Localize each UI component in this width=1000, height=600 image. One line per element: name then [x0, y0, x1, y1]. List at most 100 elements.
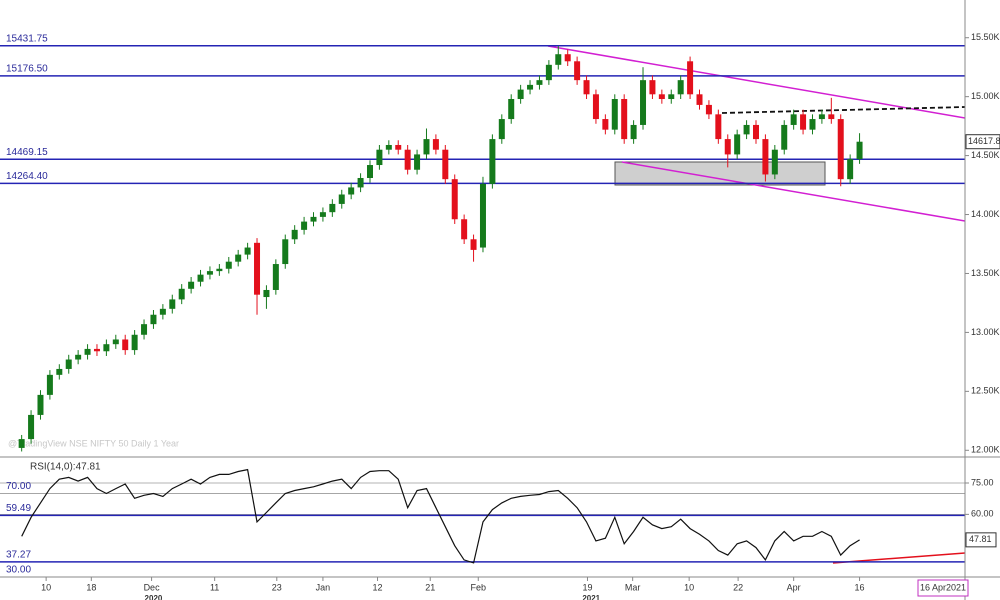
- candle-body: [715, 114, 722, 140]
- candle-body: [442, 149, 449, 180]
- candle-body: [206, 271, 213, 275]
- y-tick-label: 15.00K: [971, 91, 1000, 101]
- candle-body: [178, 288, 185, 300]
- level-label: 15431.75: [6, 33, 48, 44]
- candle-body: [762, 139, 769, 175]
- candle-body: [141, 324, 148, 335]
- candle-body: [65, 359, 72, 369]
- level-label: 70.00: [6, 481, 31, 492]
- candle-body: [188, 281, 195, 289]
- candle-body: [583, 80, 590, 95]
- candle-body: [75, 354, 82, 360]
- candle-body: [734, 134, 741, 155]
- candle-body: [319, 212, 326, 217]
- candle-body: [395, 144, 402, 150]
- candle-body: [790, 114, 797, 125]
- candle-body: [366, 165, 373, 178]
- candle-body: [357, 177, 364, 188]
- candle-body: [28, 414, 35, 440]
- candle-body: [536, 80, 543, 85]
- candle-body: [348, 187, 355, 195]
- candle-body: [828, 114, 835, 120]
- candle-body: [649, 80, 656, 95]
- x-tick-label: 12: [373, 582, 383, 592]
- year-label: 2020: [145, 594, 163, 600]
- level-label: 14469.15: [6, 147, 48, 158]
- y-tick-label: 60.00: [971, 509, 994, 519]
- candle-body: [254, 242, 261, 295]
- candle-body: [527, 84, 534, 90]
- level-label: 14264.40: [6, 171, 48, 182]
- candle-body: [781, 124, 788, 150]
- candle-body: [705, 104, 712, 115]
- candle-body: [640, 80, 647, 125]
- x-tick-label: Feb: [471, 582, 487, 592]
- candle-body: [235, 254, 242, 262]
- year-label: 2021: [582, 594, 600, 600]
- candle-body: [291, 229, 298, 240]
- candle-body: [621, 99, 628, 140]
- watermark: @TradingView NSE NIFTY 50 Daily 1 Year: [8, 438, 179, 448]
- candle-body: [414, 154, 421, 170]
- candle-body: [564, 54, 571, 62]
- candle-body: [451, 179, 458, 220]
- candle-body: [602, 119, 609, 130]
- candle-body: [84, 348, 91, 355]
- candle-body: [630, 124, 637, 140]
- upper-trendline: [547, 45, 965, 119]
- level-label: 37.27: [6, 550, 31, 561]
- candle-body: [122, 339, 129, 351]
- rsi-panel: RSI(14,0):47.81 70.00 59.49 37.27 30.00: [0, 462, 965, 576]
- candle-body: [112, 339, 119, 345]
- x-tick-label: Mar: [625, 582, 641, 592]
- date-box: [917, 579, 969, 597]
- candle-body: [244, 247, 251, 255]
- x-tick-label: 21: [425, 582, 435, 592]
- candle-body: [856, 141, 863, 160]
- candle-body: [809, 119, 816, 130]
- candle-body: [131, 334, 138, 351]
- x-tick-label: 10: [41, 582, 51, 592]
- candle-body: [263, 289, 270, 298]
- y-tick-label: 13.00K: [971, 327, 1000, 337]
- lower-trendline: [621, 161, 965, 222]
- candle-body: [103, 344, 110, 352]
- candle-body: [216, 268, 223, 272]
- candle-body: [272, 264, 279, 290]
- x-tick-label: 19: [582, 582, 592, 592]
- last-rsi-label: 47.81: [969, 534, 992, 544]
- candle-body: [696, 94, 703, 105]
- x-tick-label: 11: [210, 582, 219, 592]
- y-tick-label: 75.00: [971, 477, 994, 487]
- candle-body: [847, 159, 854, 180]
- candle-body: [752, 124, 759, 140]
- candle-body: [574, 61, 581, 81]
- candle-body: [677, 80, 684, 95]
- x-tick-label: 10: [684, 582, 694, 592]
- candle-body: [423, 139, 430, 155]
- candle-body: [687, 61, 694, 95]
- x-tick-label: 18: [86, 582, 96, 592]
- level-label: 59.49: [6, 503, 31, 514]
- candle-body: [592, 94, 599, 120]
- candle-body: [517, 89, 524, 100]
- candle-body: [611, 99, 618, 130]
- candle-body: [46, 374, 53, 395]
- x-tick-label: Jan: [316, 582, 331, 592]
- candle-body: [668, 94, 675, 100]
- candle-body: [310, 216, 317, 222]
- candle-body: [432, 139, 439, 150]
- candle-body: [461, 219, 468, 240]
- support-zone: [614, 161, 826, 186]
- x-tick-label: Dec: [144, 582, 161, 592]
- candle-body: [225, 261, 232, 269]
- level-label: 15176.50: [6, 63, 48, 74]
- candle-body: [818, 114, 825, 120]
- rsi-title: RSI(14,0):47.81: [30, 462, 101, 473]
- x-tick-label: 16: [855, 582, 865, 592]
- candle-body: [93, 348, 100, 352]
- rsi-line: [21, 468, 860, 564]
- candle-body: [498, 119, 505, 140]
- x-tick-label: 23: [272, 582, 282, 592]
